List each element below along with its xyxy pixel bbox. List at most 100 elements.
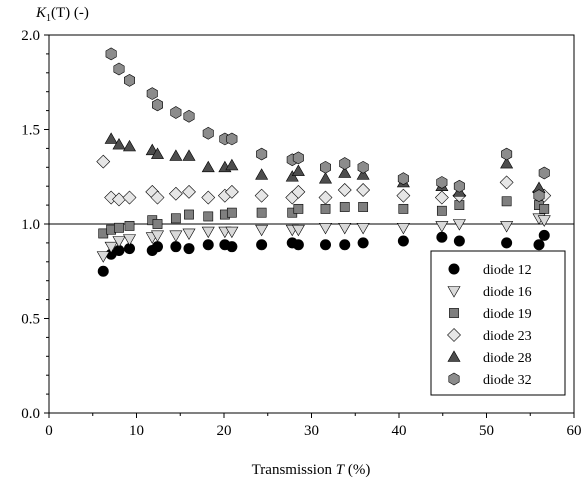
data-point (183, 109, 195, 123)
data-point (112, 138, 126, 150)
y-axis-title: K1(T) (-) (35, 5, 89, 24)
legend-label: diode 16 (483, 285, 532, 300)
data-point (124, 74, 135, 87)
data-point (538, 166, 550, 180)
axes: 0 10 20 30 40 50 60 0.0 0.5 1.0 1.5 2.0 (21, 28, 581, 439)
legend-label: diode 32 (483, 373, 532, 388)
y-tick-label: 0.5 (21, 312, 40, 328)
data-point (122, 234, 137, 246)
data-point (225, 226, 239, 239)
data-point (320, 203, 331, 214)
data-point (396, 188, 411, 203)
x-tick-label: 20 (217, 423, 232, 439)
data-point (339, 157, 351, 170)
data-point (285, 170, 299, 182)
data-point (202, 126, 214, 140)
data-point (291, 224, 305, 237)
data-point (114, 222, 124, 233)
data-point (182, 184, 196, 199)
x-axis-title-variable: T (336, 462, 346, 478)
data-point (97, 265, 109, 277)
data-point (225, 158, 239, 171)
data-point (113, 62, 125, 76)
data-point (436, 176, 448, 189)
legend-item: diode 19 (449, 307, 532, 322)
data-point (201, 190, 216, 205)
x-tick-label: 30 (304, 423, 319, 439)
series-diode-28 (104, 132, 546, 197)
series-diode-19 (98, 196, 550, 239)
data-point (150, 190, 165, 205)
legend-label: diode 28 (483, 351, 532, 366)
data-point (202, 239, 214, 251)
data-point (170, 241, 182, 253)
data-point (436, 205, 447, 216)
data-point (146, 87, 158, 100)
data-point (292, 239, 304, 251)
data-point (255, 224, 269, 237)
data-point (452, 219, 466, 231)
legend-marker (448, 263, 460, 275)
data-point (319, 160, 332, 174)
data-point (105, 47, 117, 61)
data-point (435, 221, 449, 233)
data-point (500, 156, 514, 169)
x-axis-title-unit: (%) (344, 462, 370, 478)
data-point (398, 203, 409, 214)
legend-marker (448, 372, 460, 386)
data-point (533, 239, 545, 251)
y-tick-label: 0.0 (21, 406, 40, 422)
data-point (152, 241, 164, 253)
data-point (501, 147, 513, 161)
legend-item: diode 32 (448, 372, 532, 388)
data-point (150, 147, 165, 159)
legend-label: diode 12 (483, 263, 532, 278)
data-point (124, 220, 135, 231)
data-point (501, 196, 512, 207)
y-tick-label: 1.0 (21, 217, 40, 233)
y-axis-title-main: K (35, 5, 47, 21)
y-tick-label: 1.5 (21, 123, 40, 139)
y-tick-label: 2.0 (21, 28, 40, 44)
data-point (168, 186, 183, 201)
data-point (318, 190, 333, 205)
data-point (293, 203, 304, 214)
legend-marker (447, 286, 461, 298)
data-point (182, 228, 196, 241)
data-point (226, 207, 237, 218)
data-point (397, 235, 409, 247)
legend-label: diode 19 (483, 307, 532, 322)
data-point (104, 241, 118, 254)
data-point (538, 229, 550, 241)
data-point (152, 98, 163, 112)
data-point (226, 241, 238, 253)
x-axis-title-main: Transmission (252, 462, 336, 478)
data-point (396, 222, 410, 235)
data-point (319, 239, 331, 251)
y-axis-title-rest: (T) (-) (51, 5, 89, 21)
legend-item: diode 23 (447, 328, 532, 344)
data-point (358, 202, 369, 212)
data-point (453, 179, 465, 193)
legend-item: diode 28 (447, 350, 532, 366)
data-point (539, 203, 550, 214)
data-point (501, 237, 513, 249)
data-point (122, 139, 137, 152)
data-point (356, 168, 370, 180)
data-point (255, 168, 269, 180)
data-point (291, 184, 306, 199)
data-point (256, 147, 268, 161)
legend-box (430, 250, 566, 396)
data-point (318, 222, 333, 235)
data-point (254, 188, 269, 203)
legend-item: diode 12 (448, 263, 532, 278)
data-marks (96, 47, 552, 277)
data-point (356, 222, 370, 235)
data-point (397, 172, 409, 185)
data-point (256, 207, 267, 218)
data-point (201, 160, 215, 173)
data-point (256, 239, 268, 251)
legend-marker (449, 308, 459, 318)
series-diode-32 (105, 47, 550, 202)
